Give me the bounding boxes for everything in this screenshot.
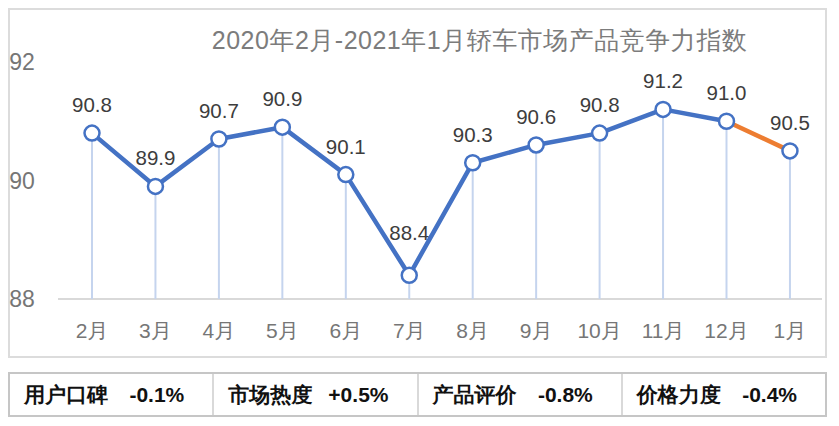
x-tick-label: 8月 — [456, 319, 489, 342]
stat-value: -0.4% — [742, 383, 797, 407]
x-tick-label: 4月 — [203, 319, 236, 342]
data-point-label: 90.3 — [453, 123, 493, 146]
stat-value: -0.8% — [538, 383, 593, 407]
x-tick-label: 9月 — [520, 319, 553, 342]
y-tick-label: 90 — [9, 168, 35, 194]
stats-bar: 用户口碑 -0.1% 市场热度 +0.5% 产品评价 -0.8% 价格力度 -0… — [8, 372, 827, 417]
y-tick-label: 92 — [9, 49, 35, 75]
x-tick-label: 3月 — [139, 319, 172, 342]
stat-cell-market-heat: 市场热度 +0.5% — [212, 374, 416, 415]
stat-cell-price-strength: 价格力度 -0.4% — [621, 374, 825, 415]
data-point-marker — [148, 179, 163, 194]
data-point-label: 89.9 — [135, 146, 175, 169]
x-tick-label: 7月 — [393, 319, 426, 342]
data-point-label: 88.4 — [389, 221, 429, 244]
stat-label: 产品评价 — [433, 381, 517, 409]
data-point-marker — [719, 114, 734, 129]
data-point-label: 91.2 — [643, 69, 683, 92]
stat-label: 市场热度 — [228, 381, 312, 409]
data-point-marker — [529, 137, 544, 152]
x-tick-label: 1月 — [774, 319, 807, 342]
stat-label: 用户口碑 — [24, 381, 108, 409]
stat-cell-user-reputation: 用户口碑 -0.1% — [10, 374, 212, 415]
data-point-label: 90.5 — [770, 111, 810, 134]
stat-value: +0.5% — [328, 383, 388, 407]
stat-label: 价格力度 — [637, 381, 721, 409]
x-tick-label: 10月 — [577, 319, 621, 342]
data-point-marker — [782, 143, 797, 158]
data-point-marker — [465, 155, 480, 170]
stat-value: -0.1% — [129, 383, 184, 407]
chart-title: 2020年2月-2021年1月轿车市场产品竞争力指数 — [140, 24, 819, 57]
series-line — [92, 109, 727, 275]
data-point-marker — [656, 102, 671, 117]
x-tick-label: 5月 — [266, 319, 299, 342]
competitiveness-line-chart: 88 90 92 90.8 2月 89.9 3月 90.7 4月 90.9 5月 90.1 6月 88.4… — [0, 0, 839, 426]
data-point-label: 90.7 — [199, 99, 239, 122]
data-point-label: 91.0 — [707, 81, 747, 104]
x-tick-label: 11月 — [642, 319, 685, 342]
data-point-marker — [402, 268, 417, 283]
dashboard: 88 90 92 90.8 2月 89.9 3月 90.7 4月 90.9 5月 90.1 6月 88.4… — [0, 0, 839, 426]
x-tick-label: 6月 — [329, 319, 362, 342]
data-point-marker — [211, 132, 226, 147]
x-tick-label: 2月 — [76, 319, 109, 342]
stat-cell-product-rating: 产品评价 -0.8% — [417, 374, 621, 415]
data-point-marker — [275, 120, 290, 135]
data-point-label: 90.1 — [326, 135, 366, 158]
data-point-label: 90.9 — [262, 87, 302, 110]
x-tick-label: 12月 — [704, 319, 748, 342]
data-point-marker — [85, 126, 100, 141]
data-point-marker — [592, 126, 607, 141]
data-point-label: 90.8 — [72, 93, 112, 116]
data-point-marker — [338, 167, 353, 182]
y-tick-label: 88 — [9, 286, 35, 312]
data-point-label: 90.8 — [580, 93, 620, 116]
data-point-label: 90.6 — [516, 105, 556, 128]
